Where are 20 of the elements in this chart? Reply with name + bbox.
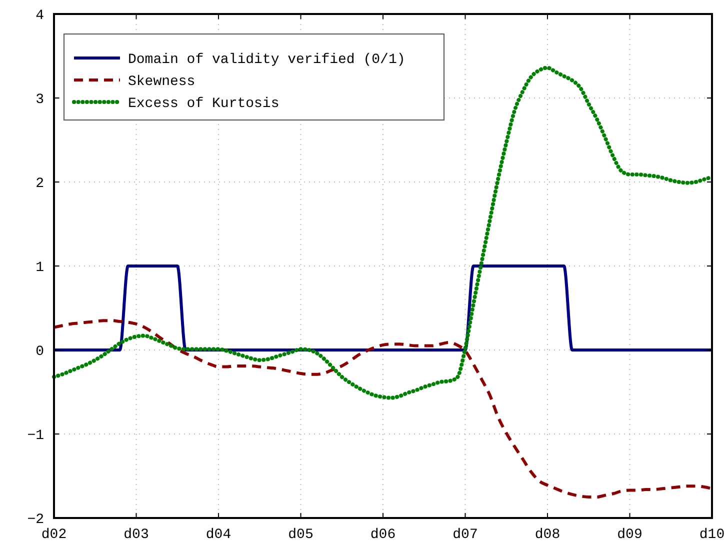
legend-label: Excess of Kurtosis [128, 96, 280, 112]
x-tick-label: d10 [699, 527, 725, 543]
y-tick-label: 0 [36, 344, 44, 360]
y-tick-label: −1 [27, 428, 44, 444]
x-tick-label: d03 [124, 527, 149, 543]
y-tick-label: 1 [36, 260, 44, 276]
x-tick-label: d05 [288, 527, 314, 543]
x-tick-label: d08 [534, 527, 560, 543]
x-tick-label: d09 [617, 527, 642, 543]
y-tick-label: 3 [36, 92, 44, 108]
x-tick-label: d02 [41, 527, 67, 543]
y-tick-label: 4 [36, 8, 44, 24]
y-tick-label: −2 [27, 512, 44, 528]
legend-label: Domain of validity verified (0/1) [128, 52, 406, 68]
x-tick-label: d06 [370, 527, 396, 543]
line-series [52, 319, 714, 498]
y-tick-label: 2 [36, 176, 44, 192]
legend-label: Skewness [128, 74, 196, 90]
x-tick-label: d04 [206, 527, 232, 543]
x-tick-label: d07 [452, 527, 478, 543]
